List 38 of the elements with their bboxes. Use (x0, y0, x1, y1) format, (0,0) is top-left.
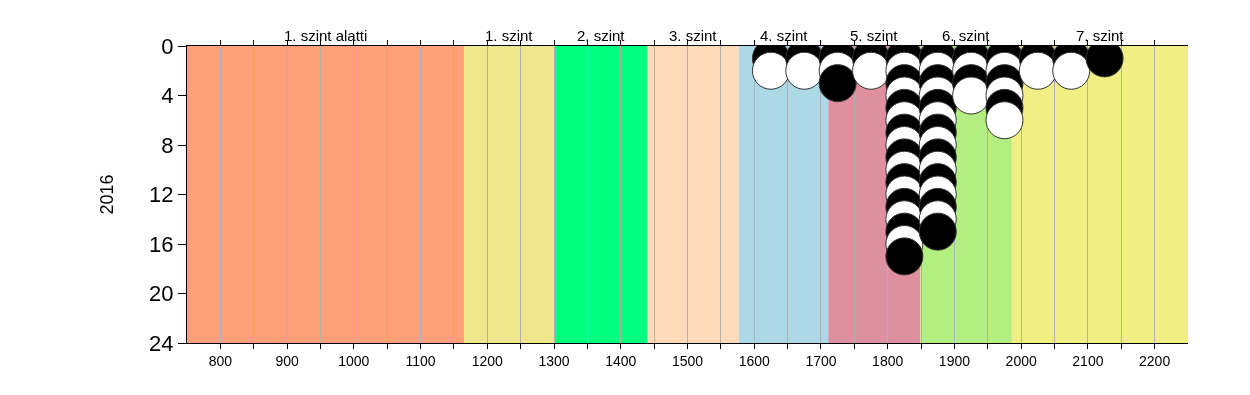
point (1052, 51, 1091, 90)
x-tick-label: 800 (208, 352, 233, 369)
x-tick-label: 1700 (805, 352, 837, 369)
x-tick-label: 1500 (671, 352, 704, 369)
y-tick-label: 0 (161, 33, 174, 59)
band-label: 6. szint (942, 27, 991, 44)
y-tick-label: 20 (149, 281, 174, 307)
point (918, 212, 957, 251)
band-label: 2. szint (577, 27, 626, 44)
y-tick-label: 24 (149, 330, 174, 356)
point (751, 51, 790, 90)
x-tick-label: 2100 (1072, 352, 1104, 369)
band-label: 5. szint (850, 27, 899, 44)
x-tick-label: 1000 (338, 352, 370, 369)
band-label: 7. szint (1076, 27, 1125, 44)
x-tick-label: 1900 (938, 352, 971, 369)
x-tick-label: 1600 (738, 352, 771, 369)
band-label: 1. szint (485, 27, 534, 44)
band-label: 3. szint (669, 27, 718, 44)
x-tick-label: 1800 (872, 352, 904, 369)
point (885, 237, 924, 276)
point (985, 101, 1024, 140)
y-tick-label: 8 (161, 132, 174, 158)
y-tick-label: 16 (149, 231, 174, 257)
x-tick-label: 1200 (471, 352, 504, 369)
y-tick-label: 4 (161, 83, 174, 109)
x-tick-label: 1100 (405, 352, 436, 369)
y-tick-label: 12 (149, 182, 174, 208)
point (1018, 51, 1057, 90)
x-tick-label: 900 (275, 352, 299, 369)
x-tick-label: 2000 (1005, 352, 1037, 369)
x-tick-label: 2200 (1139, 352, 1171, 369)
x-tick-label: 1300 (538, 352, 570, 369)
y-axis-title: 2016 (97, 174, 118, 215)
point (818, 64, 857, 103)
band-label: 1. szint alatti (284, 27, 368, 44)
x-tick-label: 1400 (605, 352, 637, 369)
band-label: 4. szint (760, 27, 809, 44)
